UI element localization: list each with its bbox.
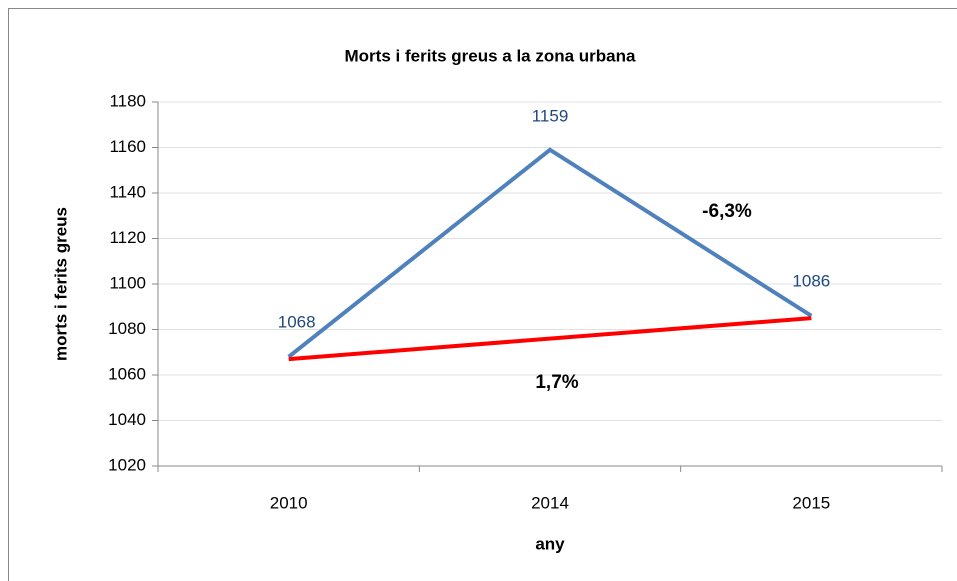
chart-border (8, 8, 957, 581)
x-tick-label: 2014 (531, 493, 569, 512)
trend-line (288, 316, 812, 362)
y-tick-label: 1080 (108, 319, 146, 338)
y-tick-label: 1140 (109, 182, 146, 201)
y-tick-label: 1040 (108, 410, 146, 429)
data-label: 1086 (792, 271, 830, 290)
annotation: -6,3% (702, 201, 752, 222)
y-tick-label: 1100 (109, 273, 146, 292)
data-label: 1068 (278, 312, 316, 331)
data-line (287, 147, 813, 359)
y-tick-label: 1060 (108, 364, 146, 383)
x-axis-label: any (535, 534, 565, 553)
y-axis-label: morts i ferits greus (51, 207, 70, 361)
x-tick-label: 2010 (270, 493, 308, 512)
chart-title: Morts i ferits greus a la zona urbana (345, 46, 637, 65)
y-tick-label: 1160 (109, 137, 146, 156)
y-tick-label: 1180 (109, 91, 146, 110)
x-tick-label: 2015 (792, 493, 830, 512)
y-tick-label: 1020 (108, 455, 146, 474)
y-tick-label: 1120 (109, 228, 146, 247)
annotation: 1,7% (535, 372, 578, 393)
data-label: 1159 (532, 106, 569, 125)
